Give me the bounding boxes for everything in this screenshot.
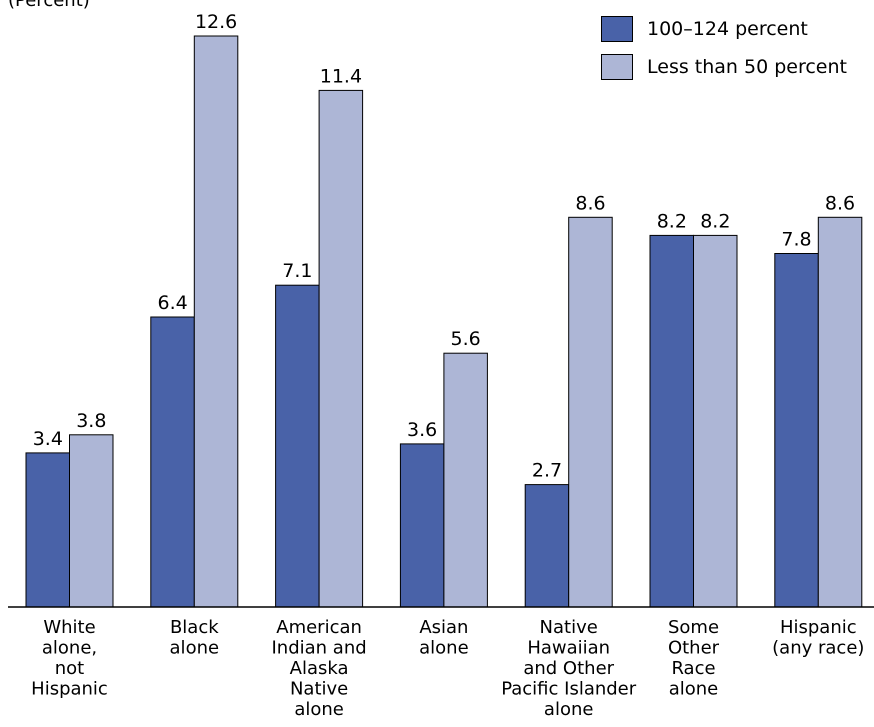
category-label-3: American Indian and Alaska Native alone [272, 617, 367, 720]
category-label-1: White alone, not Hispanic [31, 617, 108, 700]
value-label-series-2-cat-6: 8.2 [700, 210, 730, 232]
category-label-5-line-4: Pacific Islander [501, 679, 637, 700]
category-label-4-line-1: Asian [419, 617, 468, 638]
category-label-5-line-3: and Other [523, 658, 614, 679]
category-label-2: Black alone [170, 617, 220, 659]
bar-series-1-cat-2 [150, 316, 195, 608]
bar-series-1-cat-3 [275, 284, 320, 608]
category-label-1-line-1: White [43, 617, 95, 638]
bar-series-2-cat-2 [193, 35, 239, 608]
legend-item-series-1: 100–124 percent [601, 15, 847, 43]
category-label-6: Some Other Race alone [668, 617, 720, 700]
bar-series-2-cat-3 [318, 89, 364, 608]
category-label-2-line-1: Black [170, 617, 219, 638]
category-label-5: Native Hawaiian and Other Pacific Islander a… [501, 617, 637, 720]
category-label-2-line-2: alone [170, 638, 220, 659]
bars-layer [25, 35, 863, 608]
value-label-series-1-cat-6: 8.2 [657, 210, 687, 232]
legend-swatch-series-1 [601, 16, 633, 42]
category-label-6-line-1: Some [668, 617, 719, 638]
legend-swatch-series-2 [601, 54, 633, 80]
category-label-1-line-2: alone, [42, 638, 97, 659]
legend-item-series-2: Less than 50 percent [601, 53, 847, 81]
category-label-7-line-1: Hispanic [780, 617, 857, 638]
value-label-series-2-cat-2: 12.6 [195, 11, 237, 33]
value-label-series-1-cat-2: 6.4 [157, 292, 187, 314]
bar-series-2-cat-4 [443, 352, 488, 608]
category-label-3-line-5: alone [294, 699, 344, 720]
value-label-series-2-cat-4: 5.6 [450, 328, 480, 350]
value-label-series-1-cat-3: 7.1 [282, 260, 312, 282]
bar-series-2-cat-1 [69, 434, 114, 608]
bar-series-2-cat-6 [693, 234, 738, 608]
category-label-5-line-2: Hawaiian [527, 638, 610, 659]
value-label-series-1-cat-7: 7.8 [781, 229, 811, 251]
value-label-series-1-cat-1: 3.4 [33, 428, 63, 450]
value-labels-layer: 3.4 6.4 7.1 3.6 2.7 8.2 7.8 3.8 12.6 11.4 5.6 8.6 8.… [33, 11, 855, 482]
category-label-1-line-4: Hispanic [31, 679, 108, 700]
value-label-series-2-cat-7: 8.6 [825, 192, 855, 214]
value-label-series-1-cat-5: 2.7 [532, 460, 562, 482]
category-label-3-line-3: Alaska [290, 658, 349, 679]
category-label-6-line-3: Race [671, 658, 715, 679]
bar-series-2-cat-5 [568, 216, 613, 608]
bar-series-1-cat-5 [524, 484, 570, 608]
legend-label-series-2: Less than 50 percent [647, 56, 847, 78]
category-label-6-line-2: Other [668, 638, 720, 659]
category-label-5-line-5: alone [544, 699, 594, 720]
category-label-5-line-1: Native [540, 617, 598, 638]
legend-label-series-1: 100–124 percent [647, 18, 808, 40]
bar-series-1-cat-6 [649, 234, 694, 608]
value-label-series-2-cat-3: 11.4 [320, 65, 362, 87]
category-label-3-line-2: Indian and [272, 638, 367, 659]
bar-series-1-cat-4 [399, 443, 445, 608]
value-label-series-1-cat-4: 3.6 [407, 419, 437, 441]
legend: 100–124 percent Less than 50 percent [601, 15, 847, 91]
category-label-4-line-2: alone [419, 638, 469, 659]
category-label-6-line-4: alone [669, 679, 719, 700]
category-label-3-line-1: American [276, 617, 362, 638]
category-label-3-line-4: Native [290, 679, 348, 700]
category-label-7: Hispanic (any race) [772, 617, 864, 659]
bar-series-1-cat-1 [25, 452, 70, 608]
bar-series-1-cat-7 [774, 253, 819, 608]
value-label-series-2-cat-1: 3.8 [76, 410, 106, 432]
bar-series-2-cat-7 [817, 216, 863, 608]
value-label-series-2-cat-5: 8.6 [575, 192, 605, 214]
category-label-4: Asian alone [419, 617, 469, 659]
category-label-1-line-3: not [55, 658, 84, 679]
ylabel: (Percent) [8, 0, 90, 11]
category-label-7-line-2: (any race) [772, 638, 864, 659]
